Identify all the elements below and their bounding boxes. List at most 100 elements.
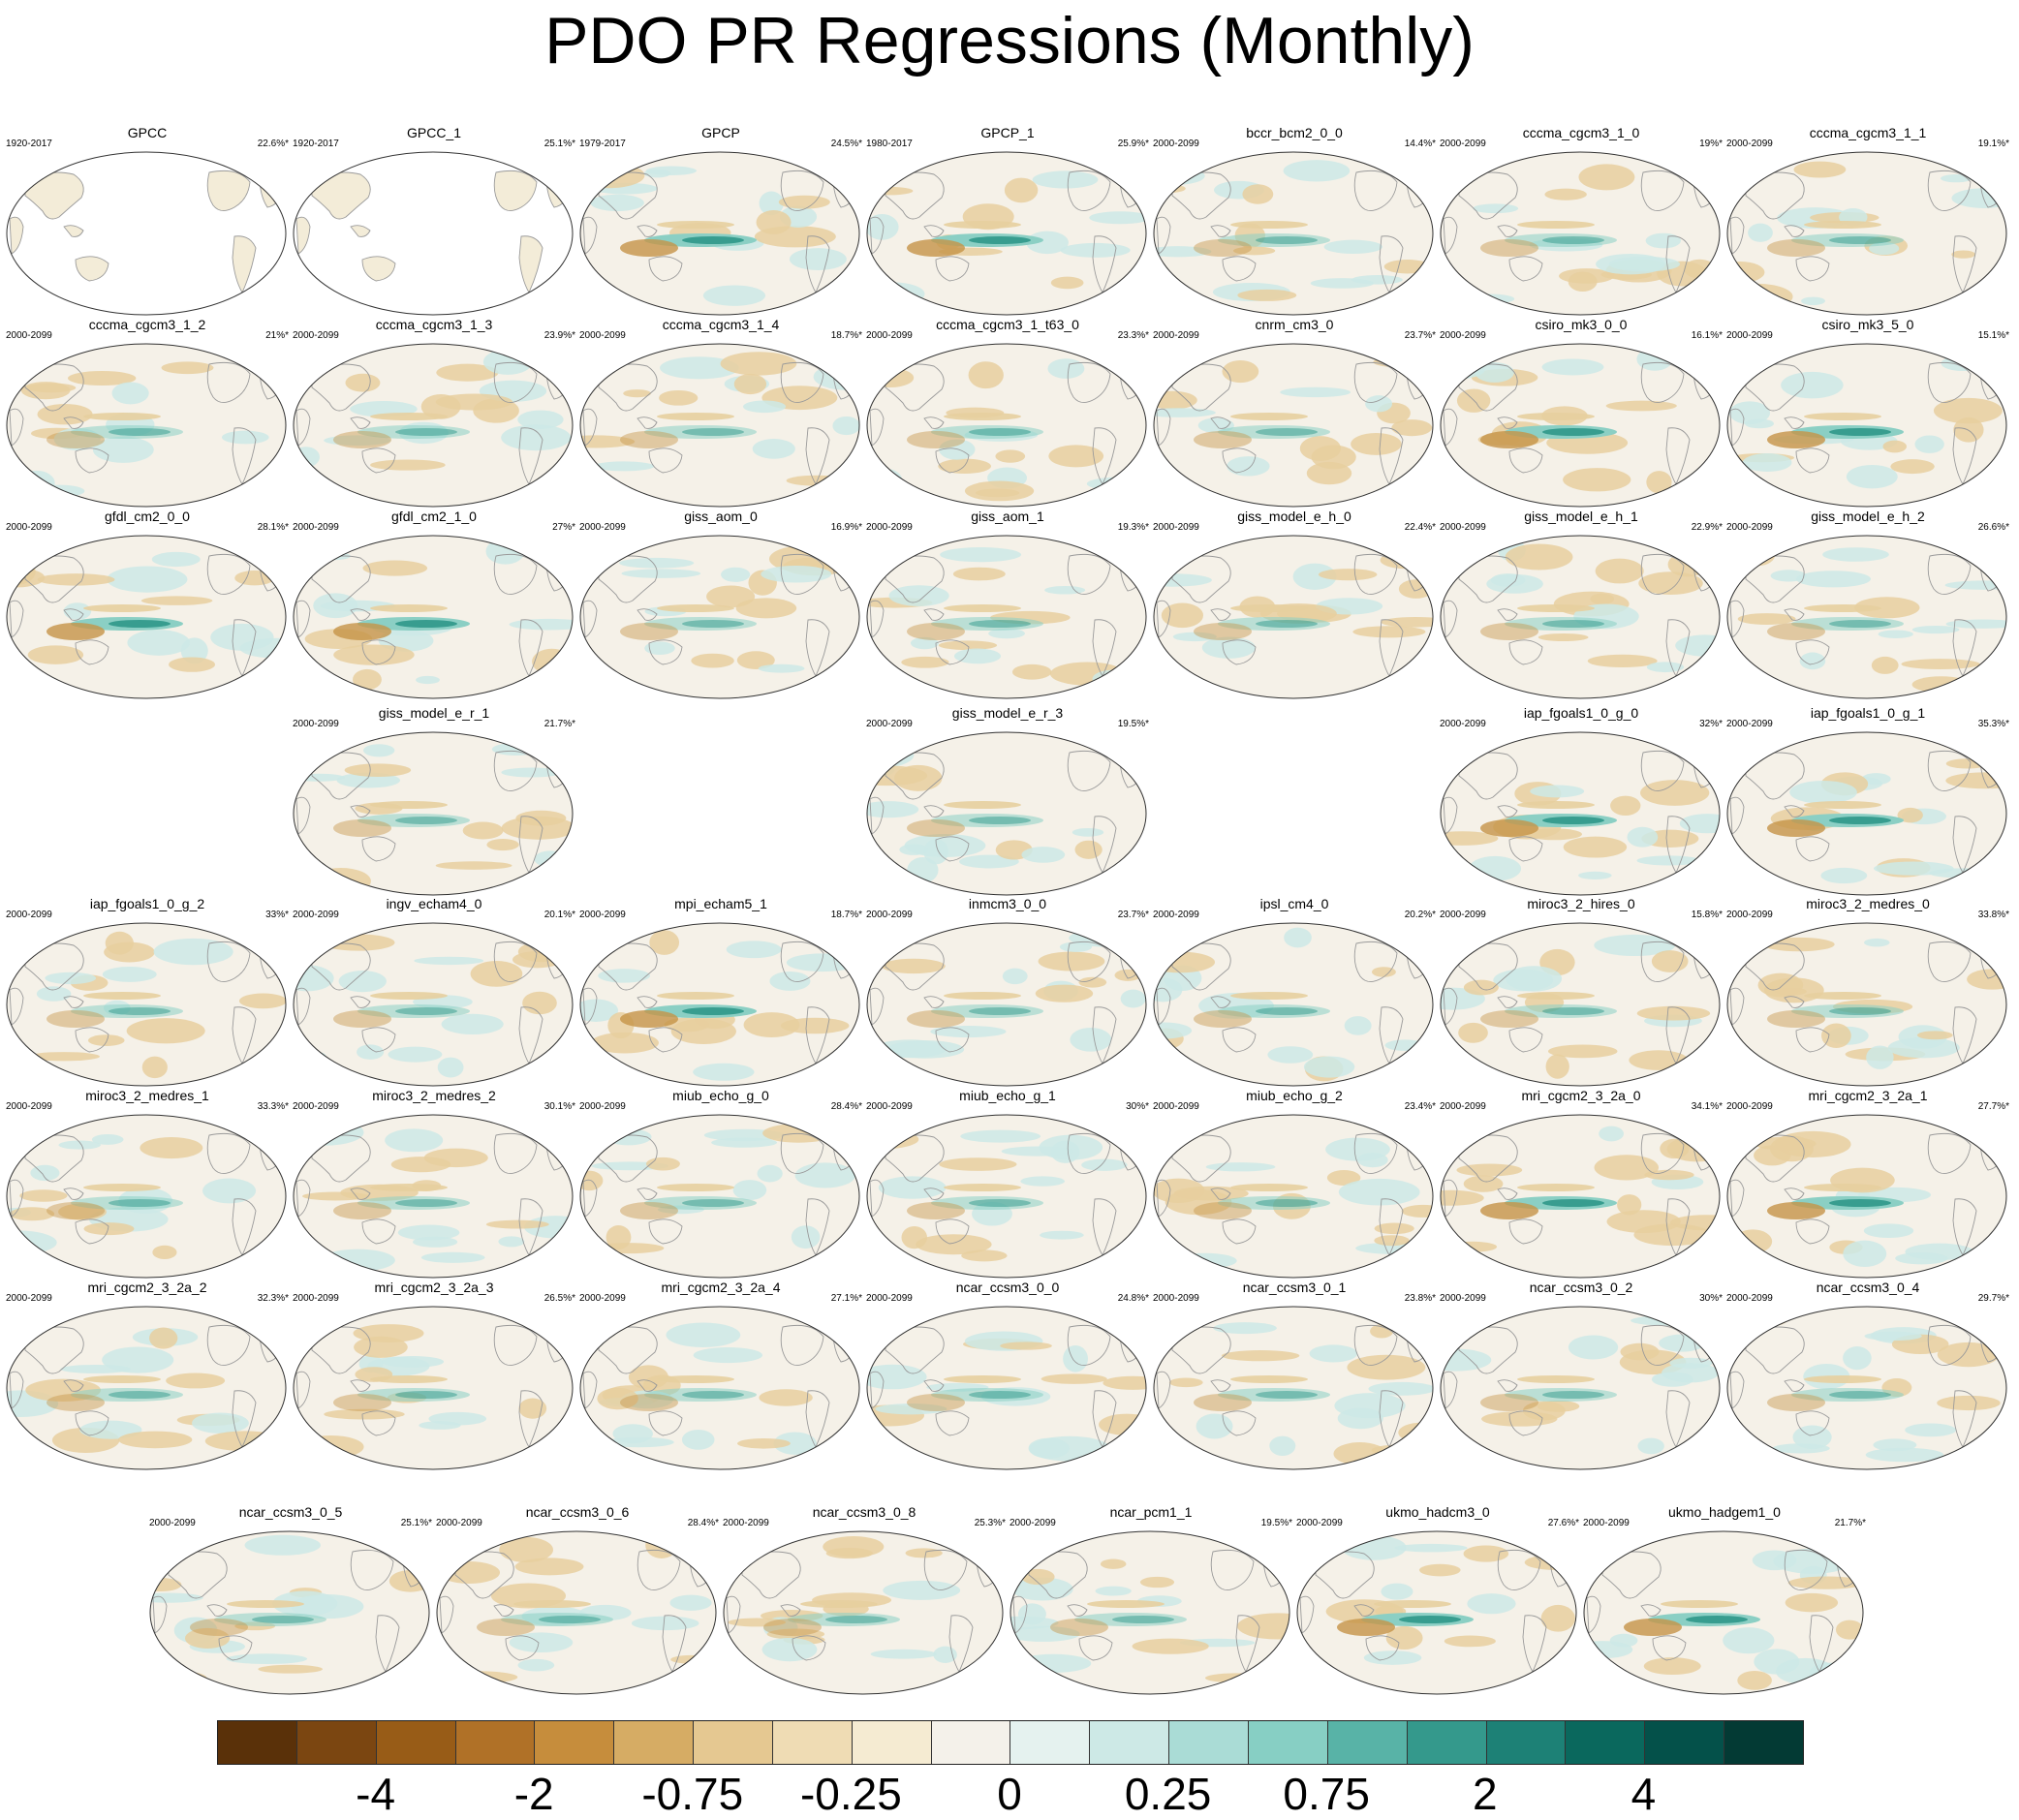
- anomaly-patch: [102, 967, 157, 982]
- anomaly-patch: [388, 1046, 443, 1063]
- anomaly-patch: [1318, 569, 1378, 581]
- map-panel: iap_fgoals1_0_g_2 2000-2099 33%*: [4, 895, 291, 1089]
- coastline: [1784, 1188, 1805, 1200]
- world-map: [1726, 731, 2007, 896]
- coastline: [1795, 256, 1830, 282]
- coastline: [1171, 171, 1231, 220]
- coastline: [1092, 427, 1117, 485]
- anomaly-patch: [1059, 941, 1093, 952]
- panel-title: miub_echo_g_0: [672, 1088, 769, 1103]
- anomaly-patch: [894, 764, 943, 791]
- anomaly-patch: [1001, 1146, 1074, 1157]
- equatorial-wet-band: [1074, 1613, 1187, 1626]
- anomaly-patch: [1015, 1653, 1092, 1673]
- anomaly-patch: [1011, 663, 1052, 680]
- anomaly-patch: [1103, 1375, 1146, 1390]
- anomaly-patch: [761, 1637, 818, 1662]
- anomaly-patch: [580, 435, 636, 448]
- coastline: [375, 1615, 400, 1673]
- anomaly-patch: [1154, 951, 1216, 973]
- coastline: [1443, 1179, 1458, 1218]
- ocean-background: [580, 1307, 859, 1469]
- anomaly-patch: [91, 1133, 124, 1145]
- west-pacific-dry-band: [1767, 623, 1825, 640]
- panel-variance-explained: 26.5%*: [544, 1293, 575, 1304]
- equatorial-wet-band: [1505, 617, 1617, 631]
- anomaly-patch: [706, 585, 756, 608]
- itcz-dry-band: [944, 801, 1021, 809]
- west-pacific-dry-band: [1480, 431, 1538, 448]
- anomaly-patch: [1351, 433, 1402, 455]
- anomaly-patch: [631, 1616, 699, 1631]
- anomaly-patch: [1793, 161, 1847, 178]
- anomaly-patch: [149, 1327, 178, 1349]
- anomaly-patch: [416, 675, 440, 685]
- map-border: [1583, 1530, 1864, 1695]
- anomaly-patch: [736, 651, 775, 669]
- itcz-dry-band: [83, 1184, 161, 1191]
- coastline: [1729, 216, 1745, 255]
- panel-title: ipsl_cm4_0: [1259, 896, 1329, 911]
- coastline: [1508, 447, 1543, 474]
- world-map: [1296, 1530, 1577, 1695]
- coastline: [1458, 1134, 1518, 1183]
- anomaly-patch: [1864, 938, 1890, 947]
- map-panel: mri_cgcm2_3_2a_3 2000-2099 26.5%*: [291, 1279, 577, 1472]
- coastline: [1795, 639, 1830, 665]
- coastline: [780, 1324, 824, 1366]
- map-border: [1726, 535, 2007, 699]
- panel-period: 2000-2099: [293, 522, 339, 533]
- west-pacific-dry-band: [620, 623, 678, 640]
- anomaly-patch: [769, 972, 811, 991]
- anomaly-patch: [1463, 1545, 1509, 1562]
- coastline: [1745, 171, 1805, 220]
- panel-period: 1920-2017: [293, 139, 339, 149]
- west-pacific-dry-band: [1194, 1394, 1252, 1411]
- panel-period: 2000-2099: [579, 522, 626, 533]
- anomaly-patch: [534, 850, 567, 868]
- coastline: [1729, 1371, 1745, 1409]
- coastline: [1012, 1595, 1028, 1634]
- panel-period: 2000-2099: [1726, 139, 1773, 149]
- panel-period: 2000-2099: [1726, 1101, 1773, 1112]
- equatorial-wet-core: [1256, 236, 1318, 244]
- anomaly-patch: [1486, 573, 1543, 594]
- world-map: [1726, 535, 2007, 699]
- anomaly-patch: [1538, 632, 1589, 641]
- map-panel: ukmo_hadcm3_0 2000-2099 27.6%*: [1294, 1503, 1581, 1697]
- coastline: [1665, 1390, 1691, 1448]
- anomaly-patch: [1021, 1568, 1055, 1586]
- anomaly-patch: [1524, 1555, 1576, 1570]
- panel-variance-explained: 33.3%*: [257, 1101, 289, 1112]
- anomaly-patch: [440, 1665, 472, 1685]
- panel-period: 2000-2099: [1726, 910, 1773, 920]
- anomaly-patch: [1201, 636, 1256, 659]
- anomaly-patch: [1866, 1045, 1894, 1069]
- anomaly-patch: [728, 1618, 787, 1627]
- anomaly-patch: [169, 657, 215, 672]
- ocean-background: [1727, 152, 2006, 315]
- anomaly-patch: [1505, 543, 1573, 571]
- anomaly-patch: [1441, 1348, 1492, 1372]
- anomaly-patch: [726, 941, 782, 959]
- anomaly-patch: [9, 1207, 55, 1221]
- west-pacific-dry-band: [1480, 623, 1538, 640]
- map-panel: giss_model_e_h_1 2000-2099 22.9%*: [1438, 508, 1724, 701]
- equatorial-wet-band: [501, 1613, 613, 1626]
- coastline: [885, 1134, 945, 1183]
- anomaly-patch: [1481, 1411, 1558, 1427]
- coastline: [1443, 1371, 1458, 1409]
- equatorial-wet-core: [969, 817, 1031, 824]
- anomaly-patch: [1048, 445, 1104, 468]
- coastline: [1171, 1326, 1231, 1374]
- anomaly-patch: [127, 630, 191, 656]
- itcz-dry-band: [1517, 221, 1595, 229]
- equatorial-wet-band: [1218, 233, 1330, 247]
- equatorial-wet-core: [1256, 1199, 1318, 1207]
- coastline: [1665, 235, 1691, 293]
- panel-period: 2000-2099: [1440, 522, 1486, 533]
- anomaly-patch: [1651, 1372, 1693, 1387]
- coastline: [869, 1371, 885, 1409]
- coastline: [361, 256, 396, 282]
- world-map: [579, 343, 860, 508]
